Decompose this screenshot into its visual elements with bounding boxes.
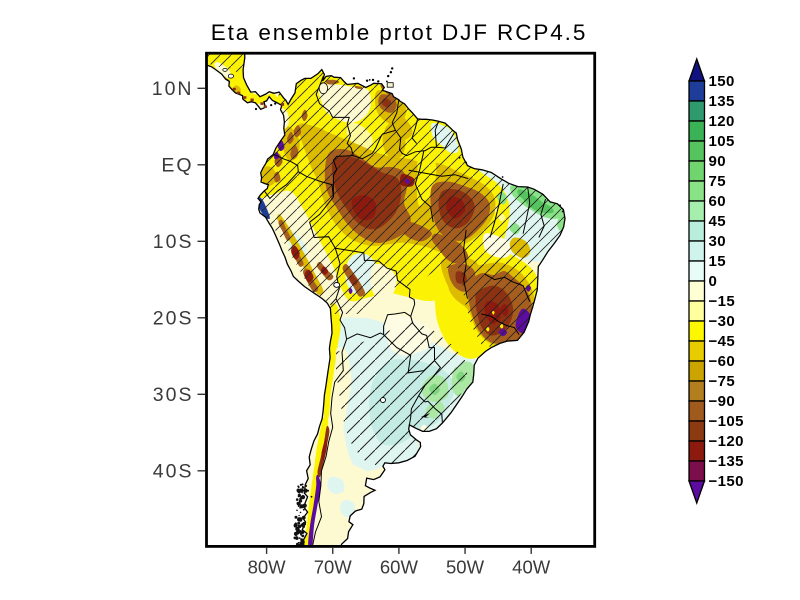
svg-text:90: 90 <box>709 153 727 170</box>
svg-text:75: 75 <box>709 173 727 190</box>
svg-text:−135: −135 <box>709 453 744 470</box>
svg-text:80W: 80W <box>248 556 287 577</box>
svg-text:−45: −45 <box>709 333 736 350</box>
svg-text:−75: −75 <box>709 373 736 390</box>
svg-text:15: 15 <box>709 253 727 270</box>
svg-text:70W: 70W <box>314 556 353 577</box>
svg-text:40W: 40W <box>512 556 551 577</box>
svg-text:20S: 20S <box>153 307 194 329</box>
svg-text:105: 105 <box>709 133 735 150</box>
svg-text:120: 120 <box>709 113 735 130</box>
svg-text:45: 45 <box>709 213 727 230</box>
svg-text:−15: −15 <box>709 293 736 310</box>
svg-text:Eta ensemble prtot DJF RCP4.5: Eta ensemble prtot DJF RCP4.5 <box>211 20 587 45</box>
svg-text:10S: 10S <box>153 231 194 253</box>
svg-text:−30: −30 <box>709 313 736 330</box>
svg-text:135: 135 <box>709 93 735 110</box>
svg-text:50W: 50W <box>446 556 485 577</box>
svg-text:−150: −150 <box>709 473 744 490</box>
svg-text:−60: −60 <box>709 353 736 370</box>
svg-text:60: 60 <box>709 193 727 210</box>
svg-text:30S: 30S <box>153 384 194 406</box>
svg-text:−120: −120 <box>709 433 744 450</box>
svg-text:30: 30 <box>709 233 727 250</box>
svg-text:60W: 60W <box>380 556 419 577</box>
svg-text:−90: −90 <box>709 393 736 410</box>
svg-text:10N: 10N <box>152 78 194 100</box>
svg-text:EQ: EQ <box>161 154 193 176</box>
svg-text:40S: 40S <box>153 460 194 482</box>
svg-text:−105: −105 <box>709 413 744 430</box>
svg-text:150: 150 <box>709 73 735 90</box>
svg-text:0: 0 <box>709 273 718 290</box>
